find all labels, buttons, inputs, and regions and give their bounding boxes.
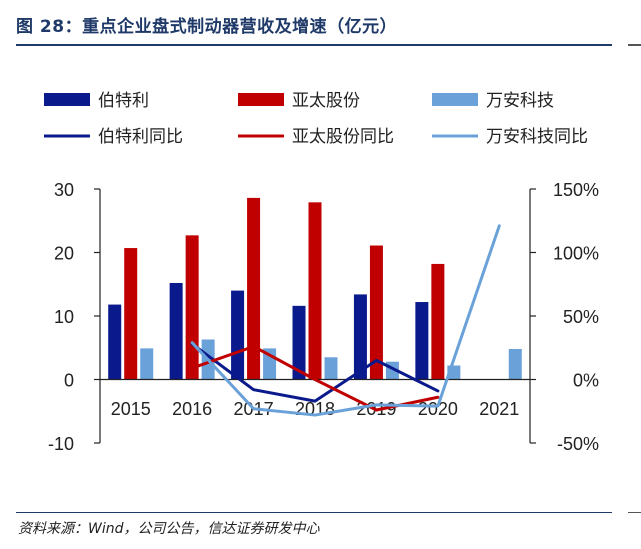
title-divider-corner [628,44,641,46]
line-万安科技同比 [190,224,501,417]
bar-伯特利-2019 [353,294,367,380]
left-tick-label: 30 [54,180,74,200]
bar-亚太股份-2019 [369,245,383,380]
bar-亚太股份-2015 [124,248,138,380]
left-tick-label: 20 [54,244,74,264]
bar-亚太股份-2017 [247,197,261,380]
left-tick-label: 10 [54,307,74,327]
category-label-2016: 2016 [172,399,212,419]
legend-label-亚太股份: 亚太股份 [292,91,360,111]
legend-label-万安科技同比: 万安科技同比 [486,127,588,147]
bar-伯特利-2018 [292,305,306,380]
bar-伯特利-2016 [169,282,183,380]
category-label-2021: 2021 [479,399,519,419]
right-tick-label: -50% [557,434,599,454]
legend-swatch-伯特利 [44,93,90,106]
legend-label-亚太股份同比: 亚太股份同比 [292,127,394,147]
bar-万安科技-2018 [324,357,338,380]
source-note: 资料来源：Wind，公司公告，信达证券研发中心 [18,521,320,537]
category-label-2020: 2020 [418,399,458,419]
line-伯特利同比 [190,342,440,403]
left-tick-label: -10 [48,434,74,454]
right-tick-label: 150% [553,180,599,200]
category-label-2015: 2015 [111,399,151,419]
bar-万安科技-2015 [140,348,154,380]
legend-swatch-万安科技 [432,93,478,106]
legend-label-万安科技: 万安科技 [486,91,554,111]
title-divider [16,44,612,46]
right-tick-label: 50% [563,307,599,327]
source-divider [16,512,612,513]
bar-万安科技-2021 [508,349,522,380]
right-tick-label: 0% [573,371,599,391]
bar-伯特利-2020 [415,302,429,380]
legend-label-伯特利同比: 伯特利同比 [98,127,183,147]
bar-伯特利-2015 [108,304,122,380]
legend-swatch-亚太股份 [238,93,284,106]
left-tick-label: 0 [64,371,74,391]
legend-label-伯特利: 伯特利 [98,91,149,111]
source-divider-corner [628,512,641,513]
bar-亚太股份-2020 [431,263,445,380]
chart-title: 图 28：重点企业盘式制动器营收及增速（亿元） [16,17,398,37]
right-tick-label: 100% [553,244,599,264]
bar-亚太股份-2016 [185,235,199,380]
bar-亚太股份-2018 [308,202,322,380]
bar-伯特利-2017 [231,290,245,380]
